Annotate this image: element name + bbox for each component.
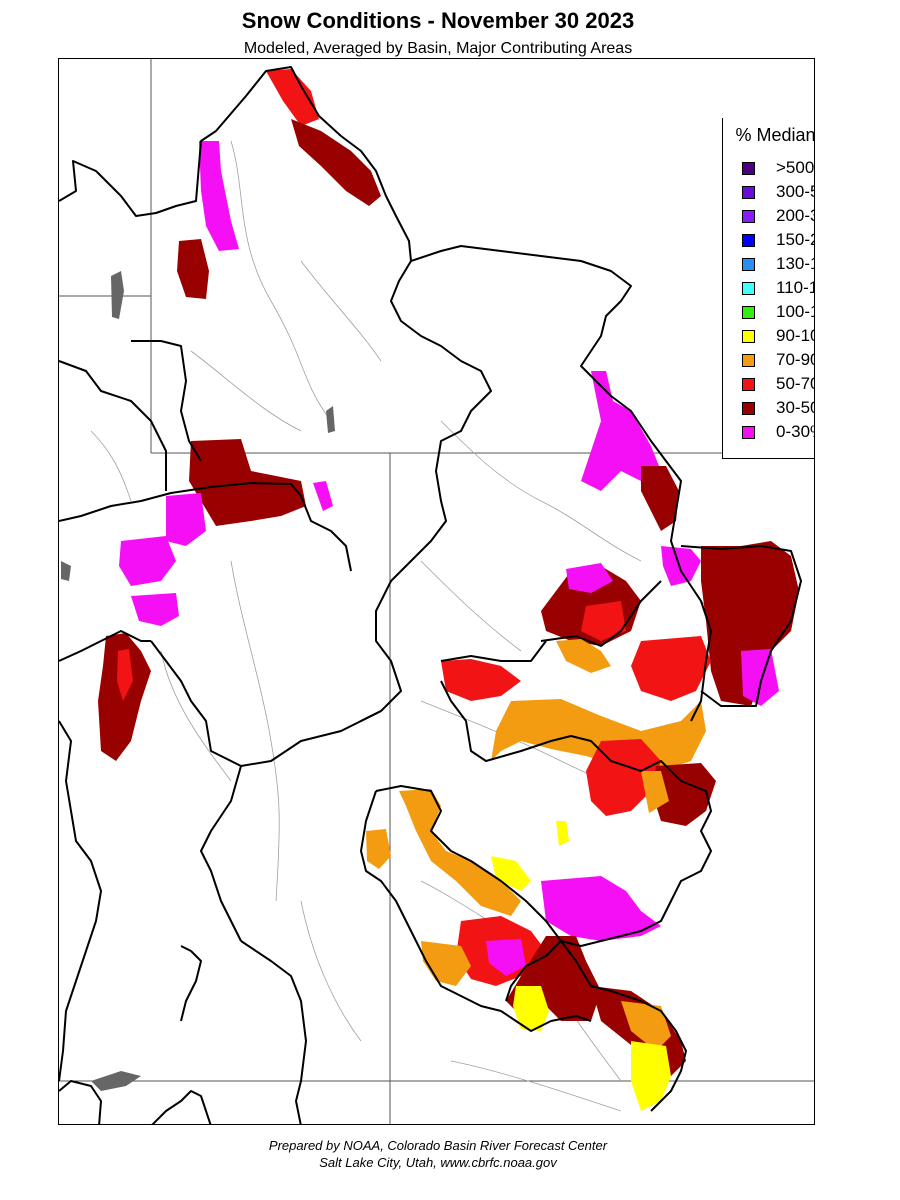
legend-title: % Median SWE [735,125,815,145]
basin-borders [59,66,802,1124]
legend-item: 90-100% [742,326,814,350]
legend-label: 100-110% [776,302,814,321]
legend-label: 110-130% [776,278,814,297]
legend-swatch [742,234,755,247]
basin-map [59,59,814,1124]
legend-swatch [742,210,755,223]
credit-line-1: Prepared by NOAA, Colorado Basin River F… [268,1138,608,1153]
legend-item: 30-50% [742,398,814,422]
legend-item: 130-150% [742,254,814,278]
map-title: Snow Conditions - November 30 2023 [241,8,635,33]
legend-swatch [742,306,755,319]
legend-item: 70-90% [742,350,814,374]
legend-swatch [742,378,755,391]
legend-label: 90-100% [776,326,814,345]
legend-label: 50-70% [776,374,814,393]
legend-label: 150-200% [776,230,814,249]
legend-swatch [742,162,755,175]
legend-item: 0-30% [742,422,814,446]
credit-line-2: Salt Lake City, Utah, www.cbrfc.noaa.gov [319,1155,557,1170]
legend-label: 30-50% [776,398,814,417]
lakes [61,271,335,1091]
legend-label: 300-500% [776,182,814,201]
legend-label: 200-300% [776,206,814,225]
state-boundaries [59,59,814,1124]
map-subtitle: Modeled, Averaged by Basin, Major Contri… [243,40,633,57]
legend-item: >500% [742,158,815,182]
legend-item: 150-200% [742,230,814,254]
legend-item: 100-110% [742,302,814,326]
legend-label: 0-30% [776,422,814,441]
legend-label: >500% [776,158,815,177]
legend-swatch [742,282,755,295]
legend-swatch [742,426,755,439]
credit-text: Prepared by NOAA, Colorado Basin River F… [0,1137,876,1171]
legend-swatch [742,402,755,415]
legend-label: 130-150% [776,254,814,273]
legend-item: 50-70% [742,374,814,398]
legend-swatch [742,330,755,343]
legend-item: 110-130% [742,278,814,302]
legend-swatch [742,354,755,367]
legend-item: 300-500% [742,182,814,206]
map-panel: % Median SWE >500% 300-500% 200-300% 150… [58,58,815,1125]
legend-swatch [742,186,755,199]
legend-label: 70-90% [776,350,814,369]
legend-swatch [742,258,755,271]
legend-item: 200-300% [742,206,814,230]
map-legend: % Median SWE >500% 300-500% 200-300% 150… [722,118,815,459]
